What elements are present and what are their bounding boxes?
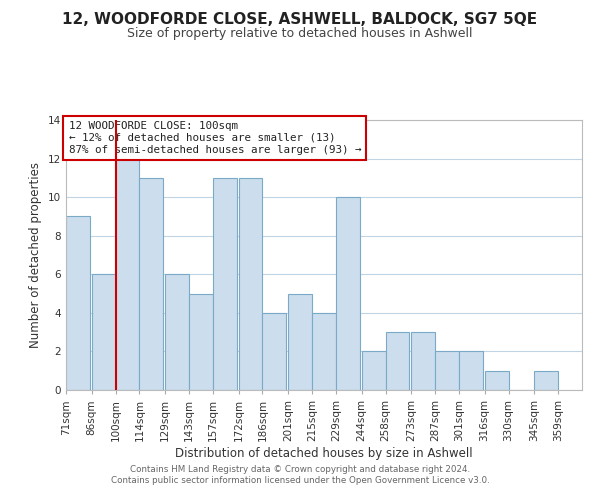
Text: Contains HM Land Registry data © Crown copyright and database right 2024.: Contains HM Land Registry data © Crown c… [130,465,470,474]
Text: 12 WOODFORDE CLOSE: 100sqm
← 12% of detached houses are smaller (13)
87% of semi: 12 WOODFORDE CLOSE: 100sqm ← 12% of deta… [68,122,361,154]
Bar [288,294,312,390]
Bar [312,313,336,390]
Bar [336,197,360,390]
Bar [435,352,459,390]
Bar [411,332,435,390]
Bar [362,352,386,390]
Bar [189,294,213,390]
Bar [213,178,237,390]
Bar [459,352,483,390]
X-axis label: Distribution of detached houses by size in Ashwell: Distribution of detached houses by size … [175,446,473,460]
Bar [239,178,262,390]
Bar [165,274,189,390]
Bar [66,216,90,390]
Text: Contains public sector information licensed under the Open Government Licence v3: Contains public sector information licen… [110,476,490,485]
Text: 12, WOODFORDE CLOSE, ASHWELL, BALDOCK, SG7 5QE: 12, WOODFORDE CLOSE, ASHWELL, BALDOCK, S… [62,12,538,28]
Bar [116,158,139,390]
Bar [92,274,116,390]
Text: Size of property relative to detached houses in Ashwell: Size of property relative to detached ho… [127,28,473,40]
Bar [534,370,558,390]
Y-axis label: Number of detached properties: Number of detached properties [29,162,43,348]
Bar [139,178,163,390]
Bar [262,313,286,390]
Bar [386,332,409,390]
Bar [485,370,509,390]
